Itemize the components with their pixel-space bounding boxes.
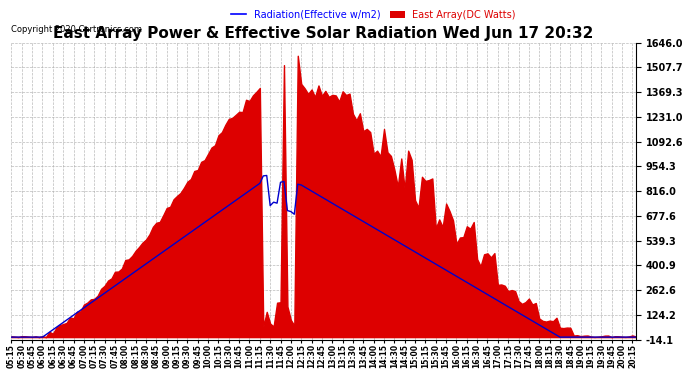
Legend: Radiation(Effective w/m2), East Array(DC Watts): Radiation(Effective w/m2), East Array(DC… xyxy=(228,6,520,24)
Title: East Array Power & Effective Solar Radiation Wed Jun 17 20:32: East Array Power & Effective Solar Radia… xyxy=(53,26,594,41)
Text: Copyright 2020 Cartronics.com: Copyright 2020 Cartronics.com xyxy=(12,25,142,34)
